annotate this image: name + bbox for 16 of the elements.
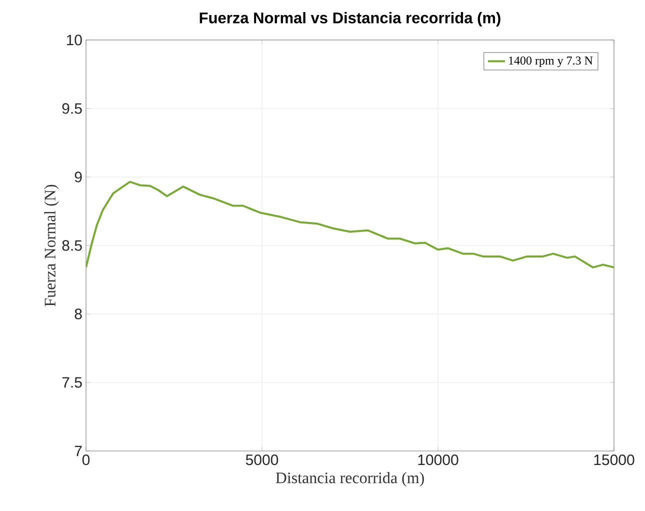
x-tick-label: 5000	[246, 454, 278, 466]
y-tick-label: 7	[74, 446, 82, 456]
y-axis-title: Fuerza Normal (N)	[44, 184, 59, 306]
x-tick-label: 15000	[594, 454, 634, 466]
x-tick-label: 10000	[418, 454, 458, 466]
y-tick-label: 10	[66, 34, 82, 46]
chart-title: Fuerza Normal vs Distancia recorrida (m)	[200, 12, 500, 26]
y-tick-label: 8.5	[62, 240, 82, 251]
legend-label: 1400 rpm y 7.3 N	[509, 56, 593, 68]
y-tick-label: 9	[74, 172, 82, 182]
x-tick-label: 0	[82, 454, 90, 466]
y-tick-label: 9.5	[62, 103, 82, 114]
x-axis-title: Distancia recorrida (m)	[276, 472, 424, 487]
line-series	[86, 180, 614, 268]
y-tick-label: 7.5	[62, 377, 82, 388]
y-tick-label: 8	[74, 308, 82, 320]
